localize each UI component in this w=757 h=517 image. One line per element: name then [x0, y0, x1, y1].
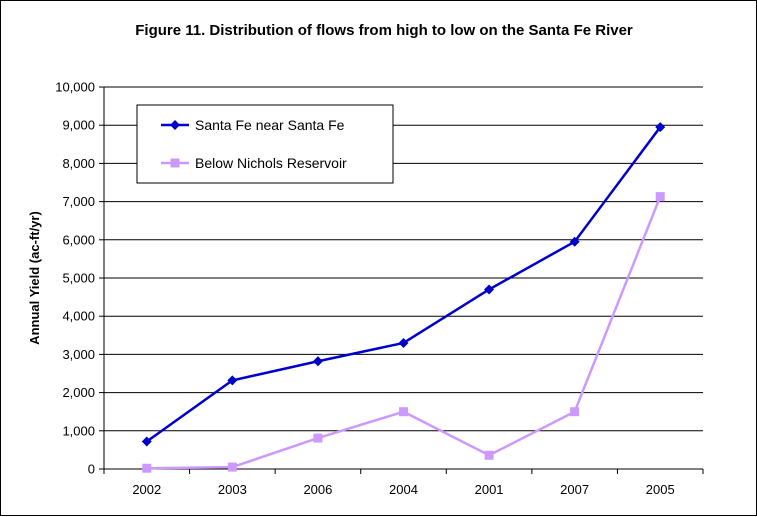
x-tick-label: 2002 — [132, 482, 161, 497]
x-tick-label: 2007 — [560, 482, 589, 497]
y-tick-label: 7,000 — [62, 194, 95, 209]
x-ticks: 2002 2003 2006 2004 2001 2007 2005 — [103, 469, 704, 497]
legend-marker — [170, 120, 180, 130]
series-1 — [141, 122, 666, 447]
y-ticks: 0 1,000 2,000 3,000 4,000 5,000 6,000 7,000 8,00… — [55, 80, 104, 477]
data-point — [141, 436, 152, 447]
y-tick-label: 5,000 — [62, 271, 95, 286]
legend-item: Santa Fe near Santa Fe — [161, 117, 345, 133]
data-point — [484, 450, 494, 460]
gridlines — [104, 86, 703, 432]
x-tick-label: 2001 — [475, 482, 504, 497]
series-2 — [142, 192, 665, 473]
data-point — [398, 337, 409, 348]
data-point — [313, 433, 323, 443]
data-point — [312, 356, 323, 367]
y-tick-label: 3,000 — [62, 347, 95, 362]
legend-item: Below Nichols Reservoir — [161, 155, 347, 171]
data-point — [227, 462, 237, 472]
y-tick-label: 4,000 — [62, 309, 95, 324]
data-point — [569, 236, 580, 247]
series-layer — [141, 122, 666, 473]
x-tick-label: 2003 — [218, 482, 247, 497]
legend-label: Below Nichols Reservoir — [195, 155, 347, 171]
legend-box — [136, 104, 394, 184]
data-point — [570, 407, 580, 417]
x-tick-label: 2005 — [646, 482, 675, 497]
y-tick-label: 10,000 — [55, 80, 95, 95]
data-point — [484, 284, 495, 295]
y-tick-label: 0 — [88, 462, 95, 477]
legend-marker — [170, 158, 180, 168]
chart-title: Figure 11. Distribution of flows from hi… — [135, 22, 633, 39]
data-point — [655, 122, 666, 133]
x-tick-label: 2006 — [303, 482, 332, 497]
y-tick-label: 1,000 — [62, 423, 95, 438]
series-line — [146, 196, 662, 470]
y-tick-label: 2,000 — [62, 385, 95, 400]
data-point — [655, 192, 665, 202]
data-point — [399, 407, 408, 417]
y-tick-label: 9,000 — [62, 118, 95, 133]
data-point — [227, 375, 238, 386]
y-axis-label: Annual Yield (ac-ft/yr) — [27, 211, 42, 345]
legend: Santa Fe near Santa Fe Below Nichols Rese… — [136, 104, 394, 184]
legend-label: Santa Fe near Santa Fe — [195, 117, 345, 133]
y-tick-label: 6,000 — [62, 232, 95, 247]
y-tick-label: 8,000 — [62, 156, 95, 171]
x-tick-label: 2004 — [389, 482, 418, 497]
data-point — [142, 463, 152, 473]
